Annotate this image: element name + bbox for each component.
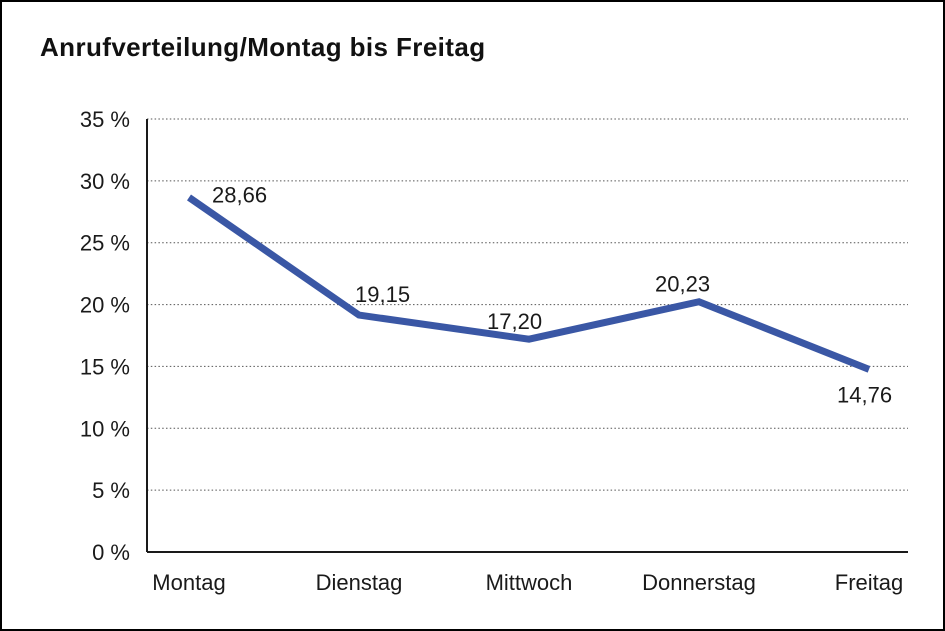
x-tick-label: Dienstag	[316, 570, 403, 595]
y-tick-label: 5 %	[92, 478, 130, 503]
data-point-label: 19,15	[355, 282, 410, 307]
y-tick-label: 0 %	[92, 540, 130, 565]
x-tick-label: Mittwoch	[486, 570, 573, 595]
data-point-label: 17,20	[487, 309, 542, 334]
y-tick-label: 35 %	[80, 107, 130, 132]
x-tick-label: Montag	[152, 570, 225, 595]
series-line	[187, 194, 871, 373]
chart-title: Anrufverteilung/Montag bis Freitag	[40, 32, 486, 62]
data-point-label: 28,66	[212, 182, 267, 207]
y-tick-label: 15 %	[80, 354, 130, 379]
y-tick-label: 10 %	[80, 416, 130, 441]
x-tick-label: Donnerstag	[642, 570, 756, 595]
x-tick-label: Freitag	[835, 570, 903, 595]
y-tick-label: 20 %	[80, 293, 130, 318]
data-point-label: 14,76	[837, 382, 892, 407]
y-tick-label: 25 %	[80, 231, 130, 256]
data-point-label: 20,23	[655, 272, 710, 297]
y-tick-label: 30 %	[80, 169, 130, 194]
